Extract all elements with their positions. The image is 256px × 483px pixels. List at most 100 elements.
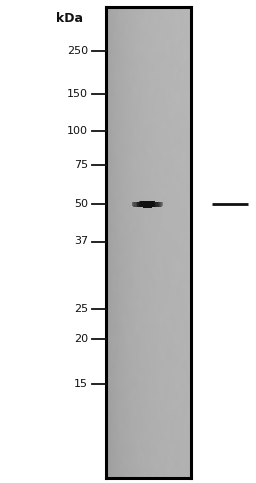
Bar (152, 201, 153, 207)
Bar (161, 202, 162, 207)
Bar (145, 201, 146, 208)
Bar (132, 202, 133, 207)
Text: 100: 100 (67, 127, 88, 136)
Bar (134, 202, 135, 207)
Bar (141, 201, 142, 207)
Bar (146, 201, 147, 208)
Bar (149, 201, 150, 208)
Bar (152, 201, 153, 208)
Bar (137, 202, 138, 207)
Bar (147, 201, 148, 208)
Bar (160, 202, 161, 207)
Bar (136, 202, 137, 207)
Bar (141, 201, 142, 207)
Bar (145, 201, 146, 208)
Bar (132, 202, 133, 206)
Bar (147, 201, 148, 208)
Text: 20: 20 (74, 334, 88, 344)
Bar (132, 202, 133, 206)
Bar (155, 201, 156, 207)
Bar (159, 202, 160, 207)
Bar (161, 202, 162, 207)
Bar (149, 201, 150, 208)
Bar (150, 201, 151, 208)
Bar (153, 201, 154, 207)
Bar (134, 202, 135, 207)
Bar (148, 201, 149, 208)
Bar (154, 201, 155, 207)
Text: kDa: kDa (56, 12, 83, 25)
Bar (135, 202, 136, 207)
Bar (154, 201, 155, 207)
Bar (145, 201, 146, 208)
Bar (133, 202, 134, 207)
Bar (145, 201, 146, 208)
Text: 50: 50 (74, 199, 88, 209)
Bar (160, 202, 161, 207)
Bar (156, 202, 157, 207)
Bar (160, 202, 161, 207)
Bar (134, 202, 135, 207)
Bar (156, 202, 157, 207)
Text: 75: 75 (74, 160, 88, 170)
Bar (157, 202, 158, 207)
Bar (139, 201, 140, 207)
Bar (154, 201, 155, 207)
Bar (148, 201, 149, 208)
Bar (139, 201, 140, 207)
Bar (138, 201, 139, 207)
Bar (155, 201, 156, 207)
Bar (157, 202, 158, 207)
Bar (142, 201, 143, 208)
Bar (147, 201, 148, 208)
Bar (137, 202, 138, 207)
Bar (134, 202, 135, 207)
Bar (144, 201, 145, 208)
Bar (132, 202, 133, 206)
Bar (140, 201, 141, 207)
Bar (142, 201, 143, 208)
Bar (144, 201, 145, 208)
Bar (135, 202, 136, 207)
Bar (153, 201, 154, 207)
Bar (133, 202, 134, 207)
Bar (150, 201, 151, 208)
Bar (144, 201, 145, 208)
Bar (153, 201, 154, 207)
Bar (151, 201, 152, 208)
Bar (142, 201, 143, 207)
Bar (141, 201, 142, 207)
Bar (151, 201, 152, 208)
Bar (152, 201, 153, 207)
Bar (151, 201, 152, 208)
Bar (133, 202, 134, 207)
Bar (159, 202, 160, 207)
Text: 25: 25 (74, 304, 88, 314)
Bar (150, 201, 151, 208)
Bar (140, 201, 141, 207)
Bar (150, 201, 151, 208)
Bar (147, 201, 148, 208)
Bar (148, 201, 149, 208)
Bar (155, 201, 156, 207)
Text: 15: 15 (74, 379, 88, 389)
Bar (156, 202, 157, 207)
Bar (140, 201, 141, 207)
Bar (133, 202, 134, 207)
Bar (149, 201, 150, 208)
Bar (157, 202, 158, 207)
Bar (158, 202, 159, 207)
Bar (146, 201, 147, 208)
Bar (148, 201, 149, 208)
Text: 37: 37 (74, 237, 88, 246)
Bar (138, 201, 139, 207)
Bar (154, 201, 155, 207)
Bar (155, 201, 156, 207)
Bar (144, 201, 145, 208)
Text: 150: 150 (67, 89, 88, 99)
Bar (160, 202, 161, 207)
Bar (136, 202, 137, 207)
Bar (158, 202, 159, 207)
Bar (143, 201, 144, 208)
Bar (137, 202, 138, 207)
